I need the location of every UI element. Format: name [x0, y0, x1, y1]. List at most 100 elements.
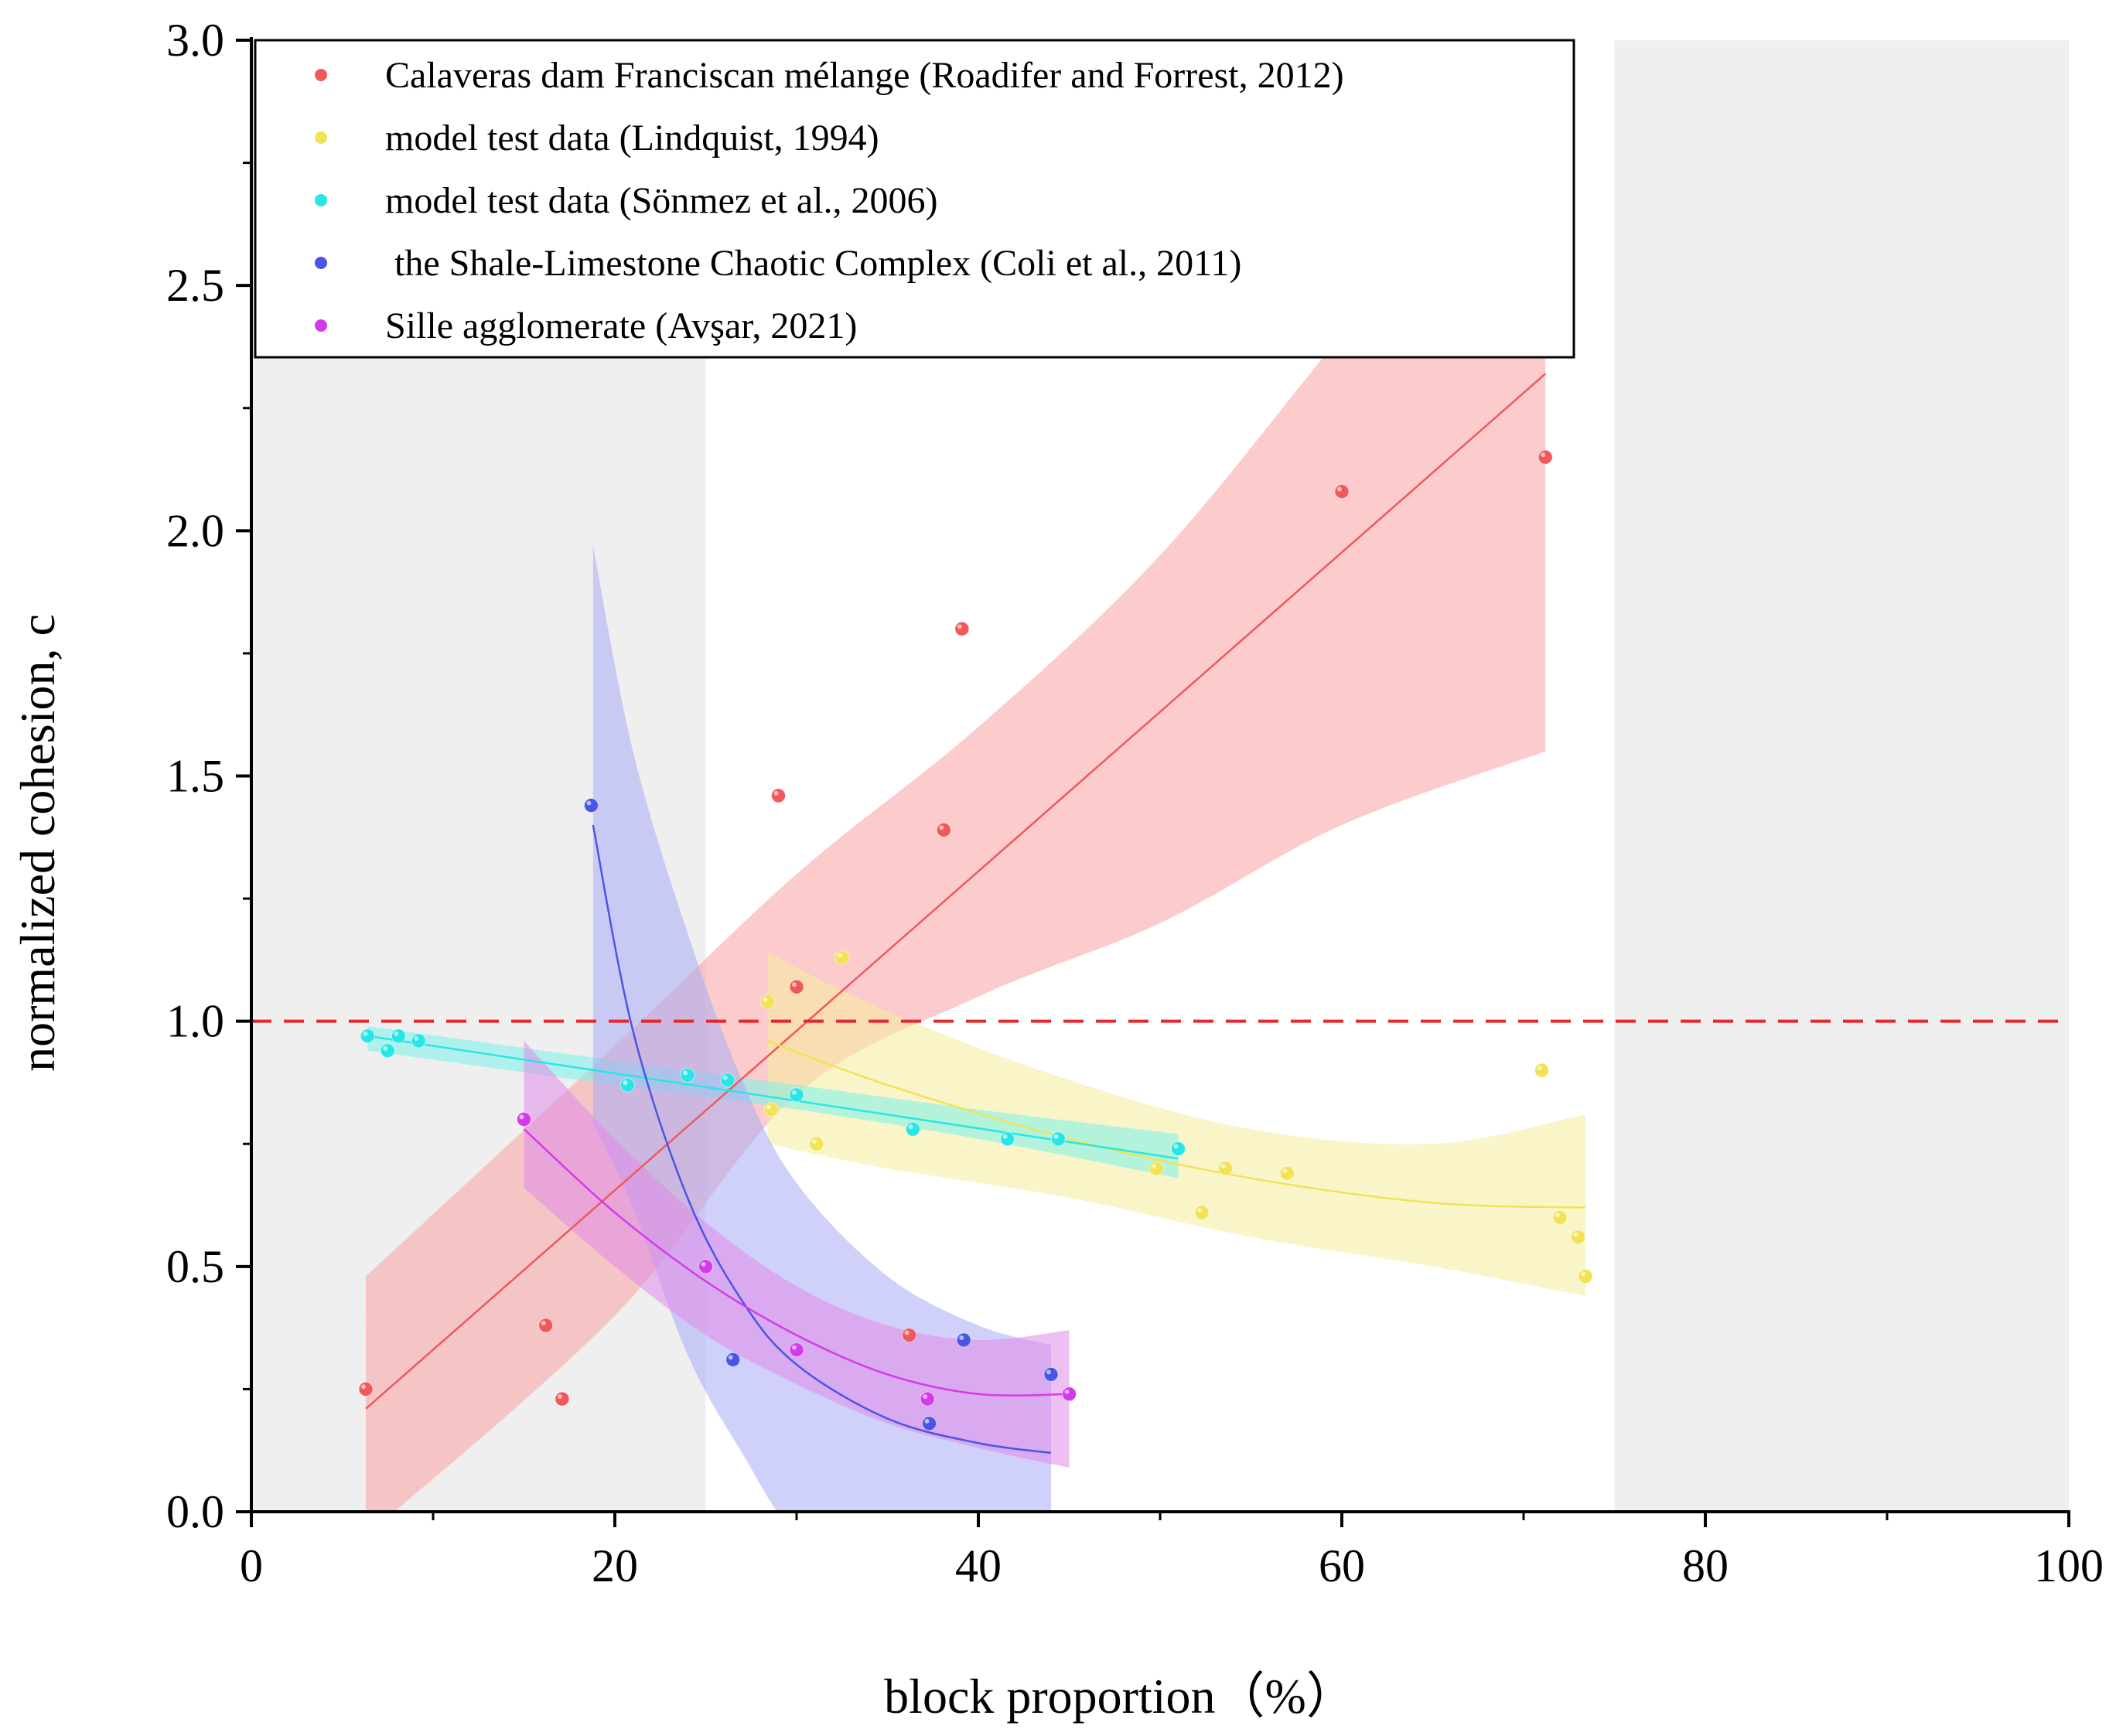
x-tick-label: 20: [592, 1540, 638, 1591]
data-point-highlight: [361, 1384, 367, 1390]
data-point: [771, 788, 786, 803]
data-point: [1043, 1366, 1059, 1382]
fit-line-3: [592, 824, 1052, 1455]
data-point: [1050, 1131, 1066, 1147]
data-point-highlight: [363, 1031, 368, 1036]
fit-line-2: [367, 1035, 1179, 1160]
data-point: [902, 1328, 917, 1343]
data-point: [956, 1332, 971, 1348]
legend-label-2: model test data (Sönmez et al., 2006): [385, 180, 937, 221]
data-point: [1334, 484, 1350, 500]
y-axis-title: normalized cohesion, c: [10, 614, 65, 1072]
data-point: [954, 621, 970, 636]
data-point: [380, 1043, 395, 1059]
data-point: [725, 1352, 741, 1367]
data-point-highlight: [1580, 1271, 1585, 1277]
data-point-highlight: [383, 1045, 388, 1051]
data-point: [905, 1121, 920, 1137]
data-point: [360, 1028, 375, 1044]
data-point-highlight: [683, 1070, 688, 1076]
data-point: [358, 1381, 374, 1397]
data-point-highlight: [541, 1320, 546, 1325]
legend-label-1: model test data (Lindquist, 1994): [385, 118, 879, 159]
data-point: [720, 1073, 735, 1088]
legend-marker-0: [315, 69, 327, 81]
data-point-highlight: [701, 1261, 706, 1267]
data-point: [1218, 1161, 1234, 1176]
data-point: [517, 1112, 531, 1127]
data-point-highlight: [394, 1031, 399, 1036]
legend-label-0: Calaveras dam Franciscan mélange (Roadif…: [385, 55, 1344, 96]
data-point: [680, 1067, 695, 1083]
data-point-highlight: [904, 1330, 910, 1335]
y-tick-label: 0.5: [166, 1241, 224, 1292]
legend-box: [254, 39, 1575, 359]
data-point-highlight: [939, 825, 944, 830]
data-point: [759, 994, 775, 1009]
data-point: [698, 1259, 713, 1274]
data-point: [936, 822, 951, 837]
data-point-highlight: [773, 790, 779, 796]
x-tick-label: 80: [1682, 1540, 1729, 1591]
legend-marker-2: [315, 194, 327, 206]
data-point-highlight: [1053, 1134, 1059, 1139]
data-point: [411, 1033, 426, 1049]
y-tick-label: 2.0: [166, 505, 224, 556]
data-point: [1148, 1161, 1164, 1176]
data-point: [1578, 1269, 1593, 1284]
data-point-highlight: [959, 1335, 964, 1340]
x-tick-label: 60: [1319, 1540, 1365, 1591]
data-point: [922, 1416, 937, 1431]
data-point-highlight: [557, 1394, 562, 1400]
x-tick-label: 100: [2034, 1540, 2104, 1591]
data-point-highlight: [908, 1124, 913, 1130]
data-point-highlight: [1573, 1232, 1578, 1237]
data-point-highlight: [1220, 1163, 1226, 1168]
data-point-highlight: [957, 624, 962, 629]
data-point: [1538, 449, 1553, 465]
confidence-band-2: [367, 1026, 1179, 1178]
legend-marker-3: [315, 257, 327, 269]
data-point: [619, 1077, 635, 1093]
data-point-highlight: [722, 1075, 728, 1080]
legend-marker-4: [315, 319, 327, 332]
data-point: [789, 1087, 804, 1103]
data-point: [1534, 1062, 1549, 1078]
y-tick-label: 1.5: [166, 751, 224, 802]
data-point-highlight: [792, 1345, 797, 1350]
data-point: [1552, 1209, 1568, 1225]
x-tick-label: 40: [955, 1540, 1002, 1591]
tick-labels: 0.0 0.5 1.0 1.5 2.0 2.5 3.0 0 20 40 60 80 100: [166, 15, 2104, 1591]
data-point-highlight: [1555, 1212, 1560, 1218]
data-point: [391, 1028, 406, 1044]
data-point-highlight: [792, 982, 797, 987]
data-point: [1280, 1165, 1295, 1181]
fit-line-4: [523, 1128, 1070, 1397]
x-tick-label: 0: [240, 1540, 263, 1591]
data-point: [920, 1391, 935, 1407]
legend-marker-1: [315, 131, 327, 144]
fit-line-0: [365, 373, 1547, 1410]
data-point: [583, 798, 599, 813]
data-point-highlight: [1064, 1389, 1070, 1394]
data-point: [834, 950, 850, 965]
legend: Calaveras dam Franciscan mélange (Roadif…: [254, 39, 1575, 359]
data-point: [789, 1342, 804, 1358]
y-tick-label: 3.0: [166, 15, 224, 66]
data-point: [763, 1102, 779, 1117]
legend-label-4: Sille agglomerate (Avşar, 2021): [385, 305, 857, 346]
data-point: [1194, 1205, 1210, 1220]
data-point-highlight: [1337, 486, 1342, 492]
data-point: [1571, 1230, 1585, 1245]
data-point-highlight: [1173, 1144, 1179, 1149]
data-point-highlight: [1282, 1168, 1288, 1174]
data-point: [1062, 1386, 1077, 1402]
data-point-highlight: [923, 1394, 928, 1400]
data-point-highlight: [1152, 1163, 1157, 1168]
data-point-highlight: [586, 800, 592, 806]
axes: [236, 37, 2070, 1527]
data-points: [358, 449, 1593, 1431]
data-point-highlight: [811, 1139, 817, 1144]
y-tick-label: 0.0: [166, 1486, 224, 1537]
